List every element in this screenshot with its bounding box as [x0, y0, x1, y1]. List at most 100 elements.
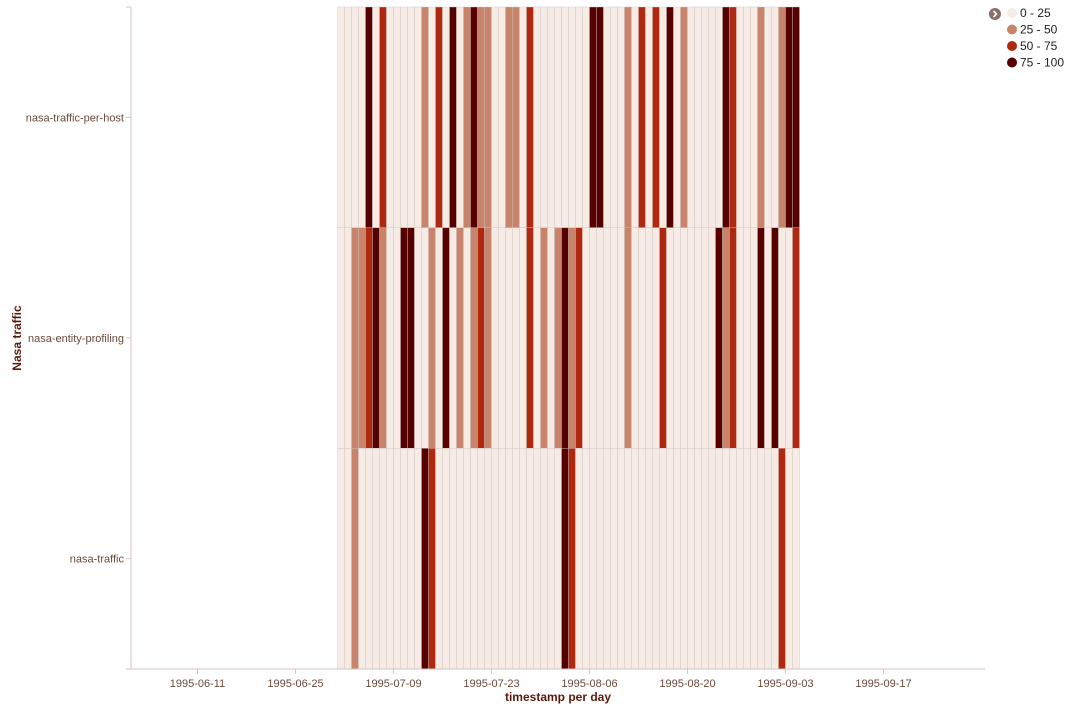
heatmap-cell[interactable] [645, 448, 653, 670]
heatmap-cell[interactable] [351, 448, 359, 670]
heatmap-cell[interactable] [722, 6, 730, 228]
heatmap-cell[interactable] [421, 448, 429, 670]
heatmap-cell[interactable] [785, 448, 793, 670]
heatmap-cell[interactable] [575, 227, 583, 449]
heatmap-cell[interactable] [456, 227, 464, 449]
heatmap-cell[interactable] [386, 6, 394, 228]
heatmap-cell[interactable] [708, 448, 716, 670]
heatmap-cell[interactable] [407, 227, 415, 449]
heatmap-cell[interactable] [407, 6, 415, 228]
heatmap-cell[interactable] [575, 448, 583, 670]
heatmap-cell[interactable] [407, 448, 415, 670]
heatmap-cell[interactable] [442, 6, 450, 228]
heatmap-cell[interactable] [484, 448, 492, 670]
heatmap-cell[interactable] [617, 227, 625, 449]
heatmap-cell[interactable] [505, 227, 513, 449]
heatmap-cell[interactable] [792, 227, 800, 449]
heatmap-cell[interactable] [708, 6, 716, 228]
heatmap-cell[interactable] [449, 448, 457, 670]
heatmap-cell[interactable] [582, 6, 590, 228]
heatmap-cell[interactable] [358, 448, 366, 670]
heatmap-cell[interactable] [568, 6, 576, 228]
heatmap-cell[interactable] [540, 448, 548, 670]
heatmap-cell[interactable] [582, 448, 590, 670]
heatmap-cell[interactable] [554, 227, 562, 449]
heatmap-cell[interactable] [526, 227, 534, 449]
heatmap-cell[interactable] [722, 227, 730, 449]
heatmap-cell[interactable] [456, 6, 464, 228]
heatmap-cell[interactable] [386, 448, 394, 670]
heatmap-cell[interactable] [631, 448, 639, 670]
heatmap-cell[interactable] [477, 6, 485, 228]
heatmap-cell[interactable] [792, 6, 800, 228]
heatmap-cell[interactable] [470, 448, 478, 670]
heatmap-cell[interactable] [778, 448, 786, 670]
heatmap-cell[interactable] [645, 6, 653, 228]
heatmap-cell[interactable] [659, 6, 667, 228]
heatmap-cell[interactable] [337, 227, 345, 449]
heatmap-cell[interactable] [631, 6, 639, 228]
heatmap-cell[interactable] [715, 227, 723, 449]
heatmap-cell[interactable] [554, 448, 562, 670]
heatmap-cell[interactable] [379, 227, 387, 449]
heatmap-cell[interactable] [463, 227, 471, 449]
heatmap-cell[interactable] [484, 227, 492, 449]
heatmap-cell[interactable] [470, 6, 478, 228]
heatmap-cell[interactable] [687, 6, 695, 228]
heatmap-cell[interactable] [666, 227, 674, 449]
heatmap-cell[interactable] [491, 227, 499, 449]
heatmap-cell[interactable] [526, 6, 534, 228]
heatmap-cell[interactable] [449, 6, 457, 228]
heatmap-cell[interactable] [708, 227, 716, 449]
heatmap-cell[interactable] [757, 6, 765, 228]
heatmap-cell[interactable] [400, 6, 408, 228]
heatmap-cell[interactable] [582, 227, 590, 449]
heatmap-cell[interactable] [554, 6, 562, 228]
heatmap-cell[interactable] [498, 227, 506, 449]
heatmap-cell[interactable] [687, 448, 695, 670]
heatmap-cell[interactable] [533, 6, 541, 228]
heatmap-cell[interactable] [715, 6, 723, 228]
heatmap-cell[interactable] [414, 227, 422, 449]
heatmap-cell[interactable] [379, 448, 387, 670]
heatmap-cell[interactable] [491, 6, 499, 228]
heatmap-cell[interactable] [414, 448, 422, 670]
heatmap-cell[interactable] [743, 227, 751, 449]
heatmap-cell[interactable] [638, 227, 646, 449]
heatmap-cell[interactable] [344, 227, 352, 449]
heatmap-cell[interactable] [645, 227, 653, 449]
heatmap-cell[interactable] [638, 6, 646, 228]
heatmap-cell[interactable] [512, 448, 520, 670]
heatmap-cell[interactable] [659, 448, 667, 670]
heatmap-cell[interactable] [589, 448, 597, 670]
heatmap-cell[interactable] [785, 227, 793, 449]
heatmap-cell[interactable] [596, 448, 604, 670]
heatmap-cell[interactable] [638, 448, 646, 670]
heatmap-cell[interactable] [680, 227, 688, 449]
heatmap-cell[interactable] [568, 448, 576, 670]
heatmap-cell[interactable] [652, 448, 660, 670]
heatmap-cell[interactable] [365, 6, 373, 228]
heatmap-cell[interactable] [743, 6, 751, 228]
heatmap-cell[interactable] [596, 6, 604, 228]
heatmap-cell[interactable] [526, 448, 534, 670]
heatmap-cell[interactable] [393, 6, 401, 228]
heatmap-cell[interactable] [610, 227, 618, 449]
heatmap-cell[interactable] [512, 6, 520, 228]
heatmap-cell[interactable] [764, 6, 772, 228]
heatmap-cell[interactable] [414, 6, 422, 228]
heatmap-cell[interactable] [771, 448, 779, 670]
heatmap-cell[interactable] [589, 6, 597, 228]
heatmap-cell[interactable] [736, 6, 744, 228]
heatmap-cell[interactable] [400, 448, 408, 670]
heatmap-cell[interactable] [512, 227, 520, 449]
heatmap-cell[interactable] [603, 227, 611, 449]
heatmap-cell[interactable] [610, 6, 618, 228]
heatmap-cell[interactable] [519, 448, 527, 670]
heatmap-cell[interactable] [659, 227, 667, 449]
heatmap-cell[interactable] [421, 227, 429, 449]
heatmap-cell[interactable] [652, 227, 660, 449]
heatmap-cell[interactable] [715, 448, 723, 670]
heatmap-cell[interactable] [372, 6, 380, 228]
heatmap-cell[interactable] [351, 6, 359, 228]
